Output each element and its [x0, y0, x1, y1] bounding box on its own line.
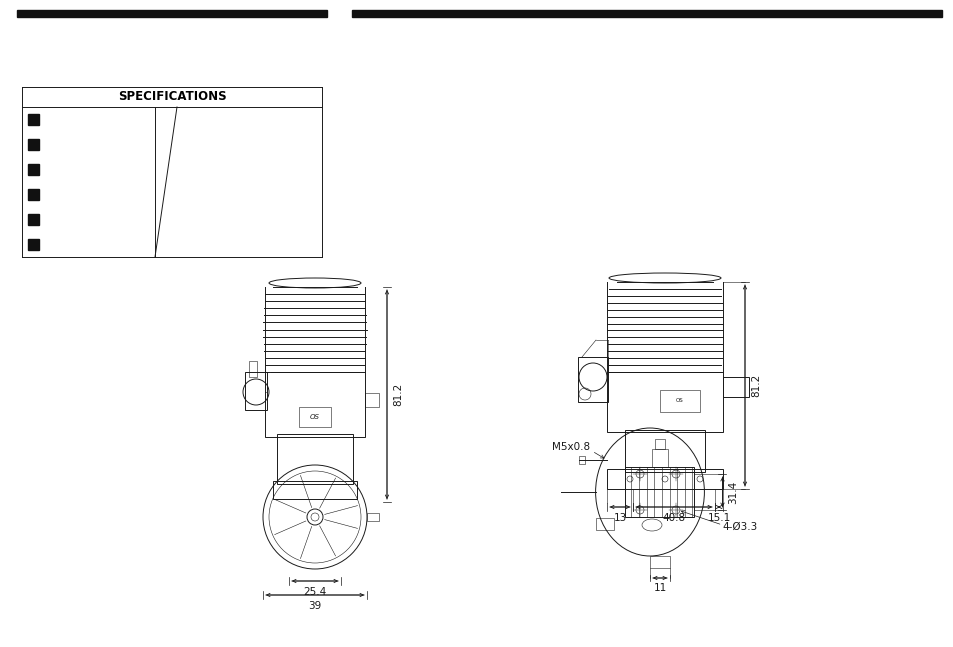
Text: 81.2: 81.2: [750, 374, 760, 397]
Bar: [352, 10, 941, 17]
Bar: [276, 434, 353, 484]
Bar: [659, 390, 700, 412]
Text: 25.4: 25.4: [303, 587, 326, 597]
Text: 40.8: 40.8: [661, 513, 685, 523]
Bar: [606, 372, 722, 432]
Bar: [28, 189, 39, 200]
Bar: [298, 407, 331, 427]
Bar: [249, 361, 256, 377]
Bar: [367, 513, 378, 521]
Bar: [655, 439, 664, 449]
Bar: [651, 449, 667, 467]
Bar: [625, 467, 694, 517]
Bar: [17, 10, 327, 17]
Text: 39: 39: [308, 601, 321, 611]
Text: 15.1: 15.1: [706, 513, 730, 523]
Bar: [722, 377, 748, 397]
Bar: [649, 556, 669, 568]
Bar: [28, 164, 39, 175]
Text: 11: 11: [653, 583, 666, 593]
Text: 81.2: 81.2: [393, 383, 402, 406]
Bar: [265, 372, 365, 437]
Text: 4-Ø3.3: 4-Ø3.3: [721, 522, 757, 532]
Text: 13: 13: [613, 513, 626, 523]
Bar: [273, 481, 356, 499]
Bar: [578, 357, 607, 402]
Bar: [28, 114, 39, 125]
Bar: [365, 393, 378, 407]
Text: 31.4: 31.4: [728, 480, 738, 503]
Text: OS: OS: [676, 399, 683, 404]
Bar: [28, 214, 39, 225]
Text: M5x0.8: M5x0.8: [552, 442, 590, 452]
Bar: [606, 469, 722, 489]
Bar: [28, 239, 39, 250]
Bar: [245, 372, 267, 410]
Text: SPECIFICATIONS: SPECIFICATIONS: [117, 91, 226, 104]
Bar: [624, 430, 704, 472]
Bar: [596, 518, 614, 531]
Bar: [578, 456, 584, 464]
Bar: [28, 139, 39, 150]
Text: OS: OS: [310, 414, 319, 420]
